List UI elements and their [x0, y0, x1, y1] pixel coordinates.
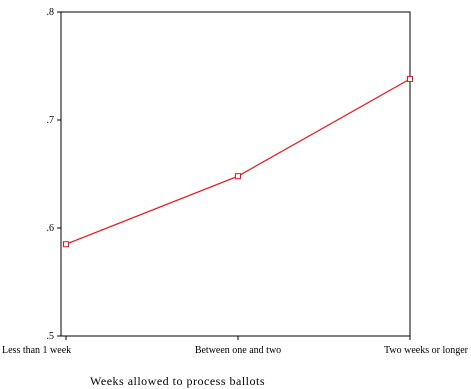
- data-point-marker: [63, 241, 69, 248]
- x-axis: Less than 1 week Between one and two Two w…: [2, 336, 469, 356]
- data-point-marker: [407, 75, 413, 82]
- y-tick-label: .8: [47, 7, 55, 18]
- x-tick-label: Two weeks or longer: [384, 345, 469, 356]
- y-tick-label: .5: [47, 331, 55, 342]
- x-axis-title: Weeks allowed to process ballots: [90, 374, 265, 388]
- x-tick-label: Less than 1 week: [2, 345, 71, 356]
- y-axis: .5 .6 .7 .8: [47, 7, 61, 342]
- data-point-marker: [235, 173, 241, 180]
- series-line: [65, 78, 411, 245]
- y-tick-label: .7: [47, 115, 55, 126]
- x-tick-label: Between one and two: [195, 345, 281, 356]
- y-tick-label: .6: [47, 223, 55, 234]
- series-group: [63, 75, 413, 248]
- plot-frame: [60, 11, 411, 337]
